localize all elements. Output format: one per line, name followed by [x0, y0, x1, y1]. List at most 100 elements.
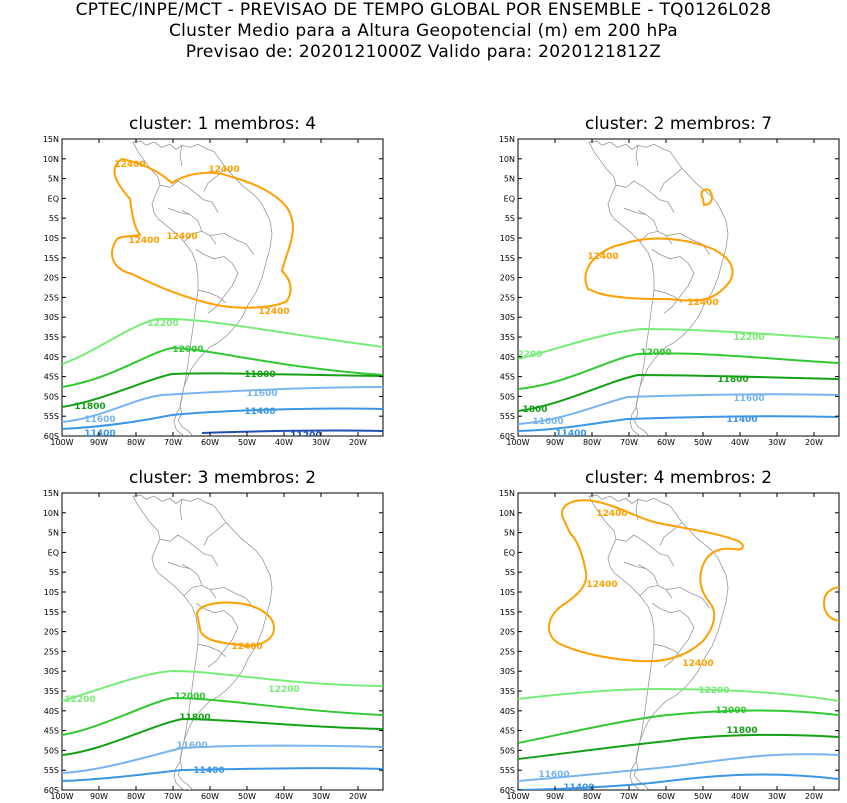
lat-tick-label: 30S: [44, 313, 59, 322]
lat-tick-label: 50S: [500, 746, 515, 755]
contour-label: 12400: [682, 659, 713, 669]
lon-tick-label: 40W: [731, 438, 749, 447]
contour-label: 12000: [172, 345, 203, 355]
lat-tick-label: 50S: [44, 746, 59, 755]
contour-label: 11600: [176, 741, 207, 751]
contour-line: [518, 415, 839, 432]
contour-line: [201, 429, 383, 434]
map-panel-3: 12400 12200 12200 12000 11800 11600 11400 15N 10…: [43, 489, 384, 801]
contour-line: [518, 773, 839, 790]
contour-label: 12400: [208, 165, 239, 175]
contour-label: 11600: [532, 417, 563, 427]
contour-label: 11800: [244, 370, 275, 380]
map-panel-4: 12400 12400 12400 12200 12000 11800 11600 11400…: [499, 489, 840, 801]
lon-tick-label: 20W: [349, 792, 367, 801]
contour-line: [62, 744, 383, 774]
contour-label: 1800: [522, 405, 547, 415]
lat-tick-label: 30S: [500, 667, 515, 676]
lat-tick-label: 5N: [48, 529, 59, 538]
contour-line: [62, 669, 383, 702]
lat-tick-label: 55S: [500, 766, 515, 775]
lat-tick-label: 10N: [43, 509, 59, 518]
lat-tick-label: 40S: [44, 707, 59, 716]
lat-tick-label: 10S: [500, 234, 515, 243]
lon-tick-label: 30W: [312, 438, 330, 447]
lat-tick-label: 45S: [44, 727, 59, 736]
map-frame: [517, 492, 840, 791]
lon-tick-label: 50W: [238, 792, 256, 801]
lat-tick-label: 25S: [500, 293, 515, 302]
contour-label: 12400: [128, 236, 159, 246]
lon-tick-label: 80W: [127, 438, 145, 447]
lon-tick-label: 100W: [50, 438, 73, 447]
lat-tick-label: 45S: [44, 373, 59, 382]
lat-tick-label: 60S: [500, 432, 515, 441]
lat-tick-label: 50S: [44, 392, 59, 401]
lat-tick-label: 15S: [500, 608, 515, 617]
lat-tick-label: 5S: [505, 214, 515, 223]
contour-label: 11400: [555, 429, 586, 439]
panel-4-title: cluster: 4 membros: 2: [584, 468, 773, 488]
lon-tick-label: 90W: [546, 792, 564, 801]
lat-tick-label: 25S: [500, 647, 515, 656]
contour-label: 11400: [563, 783, 594, 793]
lon-tick-label: 80W: [583, 792, 601, 801]
lat-tick-label: 5S: [49, 214, 59, 223]
lat-tick-label: 15S: [44, 608, 59, 617]
lon-tick-label: 70W: [164, 438, 182, 447]
contour-label: 11600: [84, 415, 115, 425]
lat-tick-label: 55S: [500, 412, 515, 421]
contour-label: 12200: [268, 685, 299, 695]
lon-tick-label: 60W: [657, 792, 675, 801]
contour-label: 12400: [258, 307, 289, 317]
lat-tick-label: 5N: [48, 175, 59, 184]
contour-label: 11800: [726, 726, 757, 736]
contour-line: [62, 767, 383, 782]
lon-tick-label: 20W: [805, 792, 823, 801]
lon-tick-label: 20W: [805, 438, 823, 447]
lon-tick-label: 40W: [275, 792, 293, 801]
contour-label: 12400: [166, 232, 197, 242]
contour-line: [111, 157, 294, 309]
contour-label: 12000: [174, 692, 205, 702]
contour-label: 11800: [717, 375, 748, 385]
contour-line: [548, 499, 744, 663]
contour-label: 11600: [538, 770, 569, 780]
contour-line: [62, 696, 383, 736]
lon-tick-label: 100W: [50, 792, 73, 801]
contour-line: [62, 386, 383, 423]
lon-tick-label: 90W: [90, 438, 108, 447]
lon-tick-label: 80W: [583, 438, 601, 447]
lat-tick-label: EQ: [504, 548, 515, 557]
contour-label: 12200: [733, 333, 764, 343]
lat-tick-label: 5N: [504, 529, 515, 538]
contour-line: [518, 327, 839, 360]
lat-tick-label: 20S: [44, 274, 59, 283]
lat-tick-label: 40S: [44, 353, 59, 362]
contour-label: 11600: [733, 394, 764, 404]
chart-title-line-3: Previsao de: 2020121000Z Valido para: 20…: [185, 42, 662, 62]
panel-3-title: cluster: 3 membros: 2: [128, 468, 317, 488]
lon-tick-label: 30W: [768, 438, 786, 447]
lat-tick-label: 10N: [43, 155, 59, 164]
contour-label: 12400: [587, 252, 618, 262]
contour-label: 12400: [231, 642, 262, 652]
contour-label: 11400: [244, 407, 275, 417]
lon-tick-label: 60W: [201, 792, 219, 801]
lon-tick-label: 70W: [620, 792, 638, 801]
lat-tick-label: 45S: [500, 727, 515, 736]
contour-label: 12000: [715, 706, 746, 716]
lat-tick-label: 35S: [44, 333, 59, 342]
lon-tick-label: 80W: [127, 792, 145, 801]
lat-tick-label: 5N: [504, 175, 515, 184]
contour-label: 12400: [596, 509, 627, 519]
contour-line: [822, 586, 839, 622]
chart-title-line-2: Cluster Medio para a Altura Geopotencial…: [168, 21, 679, 41]
lon-tick-label: 30W: [768, 792, 786, 801]
lat-tick-label: 15N: [499, 135, 515, 144]
contour-line: [62, 407, 383, 430]
contour-label: 11800: [179, 713, 210, 723]
lat-tick-label: 40S: [500, 707, 515, 716]
contour-line: [584, 237, 734, 302]
